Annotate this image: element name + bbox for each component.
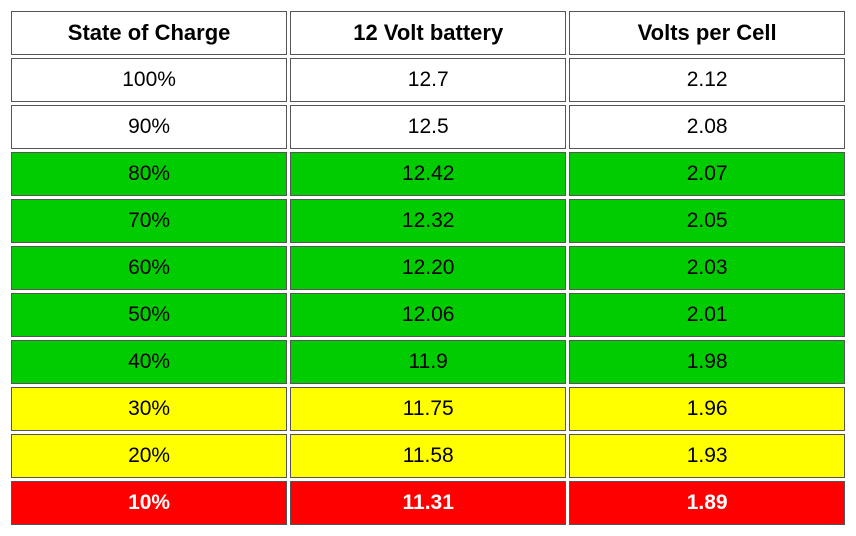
cell-soc: 40%: [11, 340, 287, 384]
cell-soc: 90%: [11, 105, 287, 149]
cell-cell: 2.08: [569, 105, 845, 149]
battery-charge-table: State of Charge 12 Volt battery Volts pe…: [8, 8, 848, 528]
cell-cell: 2.07: [569, 152, 845, 196]
table-row: 30%11.751.96: [11, 387, 845, 431]
cell-soc: 50%: [11, 293, 287, 337]
cell-batt: 11.58: [290, 434, 566, 478]
cell-cell: 1.98: [569, 340, 845, 384]
cell-batt: 12.42: [290, 152, 566, 196]
cell-soc: 20%: [11, 434, 287, 478]
cell-soc: 80%: [11, 152, 287, 196]
cell-cell: 1.93: [569, 434, 845, 478]
cell-cell: 2.12: [569, 58, 845, 102]
table-row: 60%12.202.03: [11, 246, 845, 290]
table-row: 70%12.322.05: [11, 199, 845, 243]
cell-batt: 11.9: [290, 340, 566, 384]
cell-soc: 30%: [11, 387, 287, 431]
cell-cell: 1.89: [569, 481, 845, 525]
cell-soc: 70%: [11, 199, 287, 243]
column-header-cell: Volts per Cell: [569, 11, 845, 55]
cell-batt: 11.31: [290, 481, 566, 525]
table-row: 10%11.311.89: [11, 481, 845, 525]
cell-soc: 10%: [11, 481, 287, 525]
cell-batt: 12.5: [290, 105, 566, 149]
cell-batt: 12.06: [290, 293, 566, 337]
cell-soc: 100%: [11, 58, 287, 102]
cell-soc: 60%: [11, 246, 287, 290]
table-row: 20%11.581.93: [11, 434, 845, 478]
table-header: State of Charge 12 Volt battery Volts pe…: [11, 11, 845, 55]
table-body: 100%12.72.1290%12.52.0880%12.422.0770%12…: [11, 58, 845, 525]
table-row: 80%12.422.07: [11, 152, 845, 196]
cell-batt: 12.20: [290, 246, 566, 290]
table-row: 40%11.91.98: [11, 340, 845, 384]
cell-batt: 12.32: [290, 199, 566, 243]
table-row: 100%12.72.12: [11, 58, 845, 102]
cell-batt: 11.75: [290, 387, 566, 431]
table-row: 50%12.062.01: [11, 293, 845, 337]
column-header-batt: 12 Volt battery: [290, 11, 566, 55]
cell-cell: 2.01: [569, 293, 845, 337]
column-header-soc: State of Charge: [11, 11, 287, 55]
table-row: 90%12.52.08: [11, 105, 845, 149]
cell-batt: 12.7: [290, 58, 566, 102]
cell-cell: 1.96: [569, 387, 845, 431]
cell-cell: 2.03: [569, 246, 845, 290]
cell-cell: 2.05: [569, 199, 845, 243]
